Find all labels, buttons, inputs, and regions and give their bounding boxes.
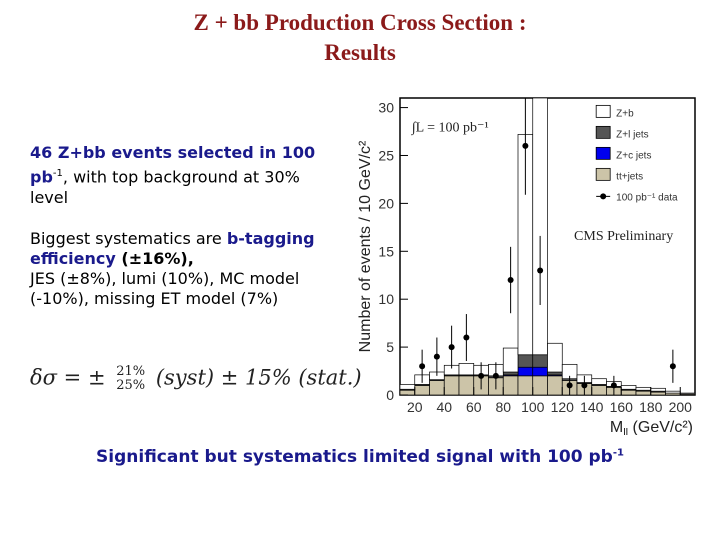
x-tick-label-60: 60 [466,399,482,415]
data-point-6 [507,277,514,284]
y-tick-label-10: 10 [378,291,394,307]
bar-tt-jets-8 [517,375,534,396]
bar-tt-jets-3 [443,375,460,396]
y-tick-label-5: 5 [386,339,394,355]
title-line-2: Results [324,40,396,65]
y-tick-label-15: 15 [378,243,394,259]
formula-syst: (syst) ± 15% (stat.) [155,365,362,390]
bar-z-b-15 [620,385,637,390]
bullet2-highlight: b-tagging efficiency [30,229,315,268]
formula-asym: 21% 25% [116,365,145,393]
slide-title: Z + bb Production Cross Section : Result… [0,8,720,68]
legend-label-1: Z+l jets [616,129,649,140]
legend-label-0: Z+b [616,108,634,119]
data-point-10 [581,382,588,389]
data-point-0 [419,363,426,370]
bullet1-rest: , with top background at 30% level [30,167,300,208]
lumi-annotation: ∫L = 100 pb⁻¹ [411,121,489,136]
data-point-2 [448,344,455,351]
bar-z-b-13 [591,378,607,385]
bar-z-l-jets-7 [502,371,519,376]
legend-label-2: Z+c jets [616,150,651,161]
x-tick-label-20: 20 [407,399,423,415]
bar-tt-jets-9 [532,375,548,396]
cms-preliminary-label: CMS Preliminary [574,229,673,244]
formula-down: 25% [116,378,146,393]
legend-swatch-3 [595,167,611,181]
bar-z-c-jets-9 [532,366,548,377]
bar-z-b-18 [665,390,681,394]
bar-z-l-jets-10 [547,371,563,376]
x-tick-label-120: 120 [551,399,575,415]
formula-up: 21% [116,364,146,379]
bar-z-b-16 [635,386,652,391]
bar-z-b-7 [502,347,519,373]
bar-z-b-9 [532,97,548,356]
bar-tt-jets-15 [620,389,637,396]
legend-label-3: tt+jets [616,171,643,182]
bar-z-b-19 [679,392,696,395]
bar-tt-jets-17 [650,391,666,396]
bar-tt-jets-10 [547,375,563,396]
conclusion-sup: -1 [612,447,624,459]
y-axis-label: Number of events / 10 GeV/c² [357,140,374,352]
x-tick-label-80: 80 [495,399,511,415]
data-point-7 [522,142,529,149]
bar-tt-jets-13 [591,385,607,396]
data-point-5 [492,372,499,379]
bar-z-l-jets-9 [532,354,548,368]
bar-tt-jets-0 [399,389,416,396]
bar-z-l-jets-8 [517,354,534,368]
bar-z-c-jets-8 [517,366,534,377]
x-tick-label-200: 200 [669,399,693,415]
x-tick-label-160: 160 [610,399,634,415]
bullet1-sup: -1 [52,168,63,179]
bar-z-b-10 [547,342,563,373]
x-tick-label-140: 140 [580,399,604,415]
x-axis-label: Mll (GeV/c²) [610,419,693,435]
legend-swatch-0 [595,104,611,118]
legend-data-marker [600,193,607,200]
y-tick-label-25: 25 [378,147,394,163]
legend-swatch-1 [595,125,611,139]
data-point-11 [610,382,617,389]
data-point-8 [537,267,544,274]
bar-tt-jets-1 [414,385,430,396]
bar-tt-jets-4 [458,375,475,396]
bullet-systematics: Biggest systematics are b-tagging effici… [30,229,330,309]
legend-data-label: 100 pb⁻¹ data [616,192,678,203]
bullet-events: 46 Z+bb events selected in 100 pb-1, wit… [30,142,330,208]
bar-tt-jets-2 [429,380,445,396]
bar-tt-jets-16 [635,390,652,396]
uncertainty-formula: δσ = ± 21% 25% (syst) ± 15% (stat.) [30,365,362,393]
data-point-4 [478,372,485,379]
bullet2-rest: JES (±8%), lumi (10%), MC model (-10%), … [30,269,300,308]
data-point-1 [433,353,440,360]
invariant-mass-histogram: 0 5 10 15 20 25 30 20 40 60 80 100 120 140 160 180 200 Nu… [357,97,696,435]
bullet1-bold: 46 Z+bb events selected in 100 pb [30,143,316,187]
formula-eq: = ± [63,365,106,390]
formula-lhs: δσ [30,365,57,390]
bullet2-prefix: Biggest systematics are [30,229,227,248]
bar-tt-jets-7 [502,375,519,396]
bullet2-mid: (±16%), [115,249,194,268]
conclusion-text: Significant but systematics limited sign… [96,447,613,467]
legend-swatch-2 [595,146,611,160]
y-tick-label-30: 30 [378,100,394,116]
conclusion: Significant but systematics limited sign… [0,447,720,467]
data-point-9 [566,382,573,389]
x-tick-label-100: 100 [521,399,545,415]
x-tick-label-180: 180 [639,399,663,415]
title-line-1: Z + bb Production Cross Section : [193,10,527,35]
y-tick-label-20: 20 [378,195,394,211]
bar-z-b-0 [399,384,416,390]
data-point-12 [669,363,676,370]
data-point-3 [463,334,470,341]
y-tick-label-0: 0 [386,387,394,403]
bar-z-b-17 [650,387,666,392]
bar-z-b-4 [458,363,475,376]
x-tick-label-40: 40 [436,399,452,415]
